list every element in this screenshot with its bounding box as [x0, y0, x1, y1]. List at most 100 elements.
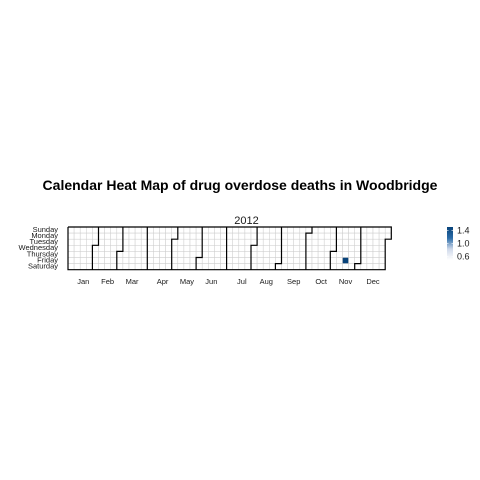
day-cell	[299, 257, 307, 264]
weekday-label: Wednesday	[19, 243, 59, 252]
day-cell	[378, 232, 386, 240]
day-cell	[220, 232, 227, 240]
day-cell	[317, 245, 325, 252]
day-cell	[134, 238, 142, 246]
day-cell	[293, 263, 301, 270]
day-cell	[140, 238, 148, 246]
day-cell	[214, 238, 221, 246]
day-cell	[220, 257, 227, 264]
day-cell	[195, 263, 203, 270]
day-cell	[378, 245, 386, 252]
day-cell	[201, 232, 209, 240]
day-cell	[183, 263, 191, 270]
day-cell	[67, 238, 75, 246]
day-cell	[293, 257, 301, 264]
day-cell	[73, 263, 81, 270]
day-cell	[244, 232, 252, 240]
day-cell	[372, 257, 380, 264]
day-cell	[269, 263, 276, 270]
month-border	[274, 227, 283, 270]
day-cell	[293, 251, 301, 258]
day-cell	[86, 251, 93, 258]
day-cell	[287, 238, 294, 246]
day-cell	[208, 226, 215, 234]
day-cell	[128, 257, 136, 264]
day-cell	[214, 245, 221, 252]
day-cell	[226, 245, 233, 252]
day-cell	[232, 232, 240, 240]
day-cell	[366, 232, 374, 240]
day-cell	[238, 251, 246, 258]
day-cell	[366, 257, 374, 264]
day-cell	[366, 251, 374, 258]
day-cell	[177, 226, 185, 234]
day-cell	[67, 263, 75, 270]
day-cell	[195, 226, 203, 234]
day-cell	[256, 263, 264, 270]
day-cell	[220, 263, 227, 270]
day-cell	[128, 232, 136, 240]
day-cell	[226, 238, 233, 246]
day-cell	[208, 238, 215, 246]
day-cell	[177, 245, 185, 252]
day-cell	[293, 232, 301, 240]
day-cell	[317, 238, 325, 246]
day-cell	[79, 251, 87, 258]
day-cell	[354, 238, 362, 246]
day-cell	[275, 238, 282, 246]
day-cell	[220, 226, 227, 234]
day-cell	[159, 257, 166, 264]
day-cell	[104, 251, 111, 258]
day-cell	[165, 226, 172, 234]
day-cell	[275, 226, 282, 234]
day-cell	[305, 263, 313, 270]
day-cell	[220, 251, 227, 258]
day-cell	[244, 245, 252, 252]
day-cell	[189, 257, 197, 264]
month-border	[195, 227, 203, 270]
day-cell	[275, 232, 282, 240]
day-cell	[269, 251, 276, 258]
day-cell	[305, 232, 313, 240]
day-cell	[98, 251, 105, 258]
day-cell	[305, 245, 313, 252]
month-label: Dec	[366, 277, 380, 286]
day-cell	[104, 226, 111, 234]
day-cell	[183, 245, 191, 252]
month-label: May	[180, 277, 194, 286]
day-cell	[98, 232, 105, 240]
day-cell	[256, 251, 264, 258]
day-cell	[238, 238, 246, 246]
day-cell	[159, 245, 166, 252]
day-cell	[110, 263, 118, 270]
day-cell	[305, 251, 313, 258]
day-cell	[287, 251, 294, 258]
day-cell	[348, 238, 355, 246]
day-cell	[330, 232, 337, 240]
day-cell	[171, 251, 179, 258]
day-cell	[73, 226, 81, 234]
day-cell	[336, 232, 343, 240]
day-cell	[311, 245, 319, 252]
day-cell	[232, 226, 240, 234]
day-cell	[372, 263, 380, 270]
day-cell	[287, 245, 294, 252]
day-cell	[208, 251, 215, 258]
day-cell	[330, 257, 337, 264]
day-cell	[140, 245, 148, 252]
day-cell	[354, 251, 362, 258]
day-cell	[360, 245, 368, 252]
day-cell	[116, 232, 124, 240]
day-cell	[201, 226, 209, 234]
day-cell	[354, 245, 362, 252]
day-cell	[165, 245, 172, 252]
day-cell	[348, 251, 355, 258]
day-cell	[305, 238, 313, 246]
day-cell	[238, 257, 246, 264]
day-cell	[116, 263, 124, 270]
weekday-label: Sunday	[33, 225, 59, 234]
weekday-label: Monday	[31, 231, 58, 240]
day-cell	[104, 232, 111, 240]
day-cell	[287, 257, 294, 264]
day-cell	[159, 232, 166, 240]
